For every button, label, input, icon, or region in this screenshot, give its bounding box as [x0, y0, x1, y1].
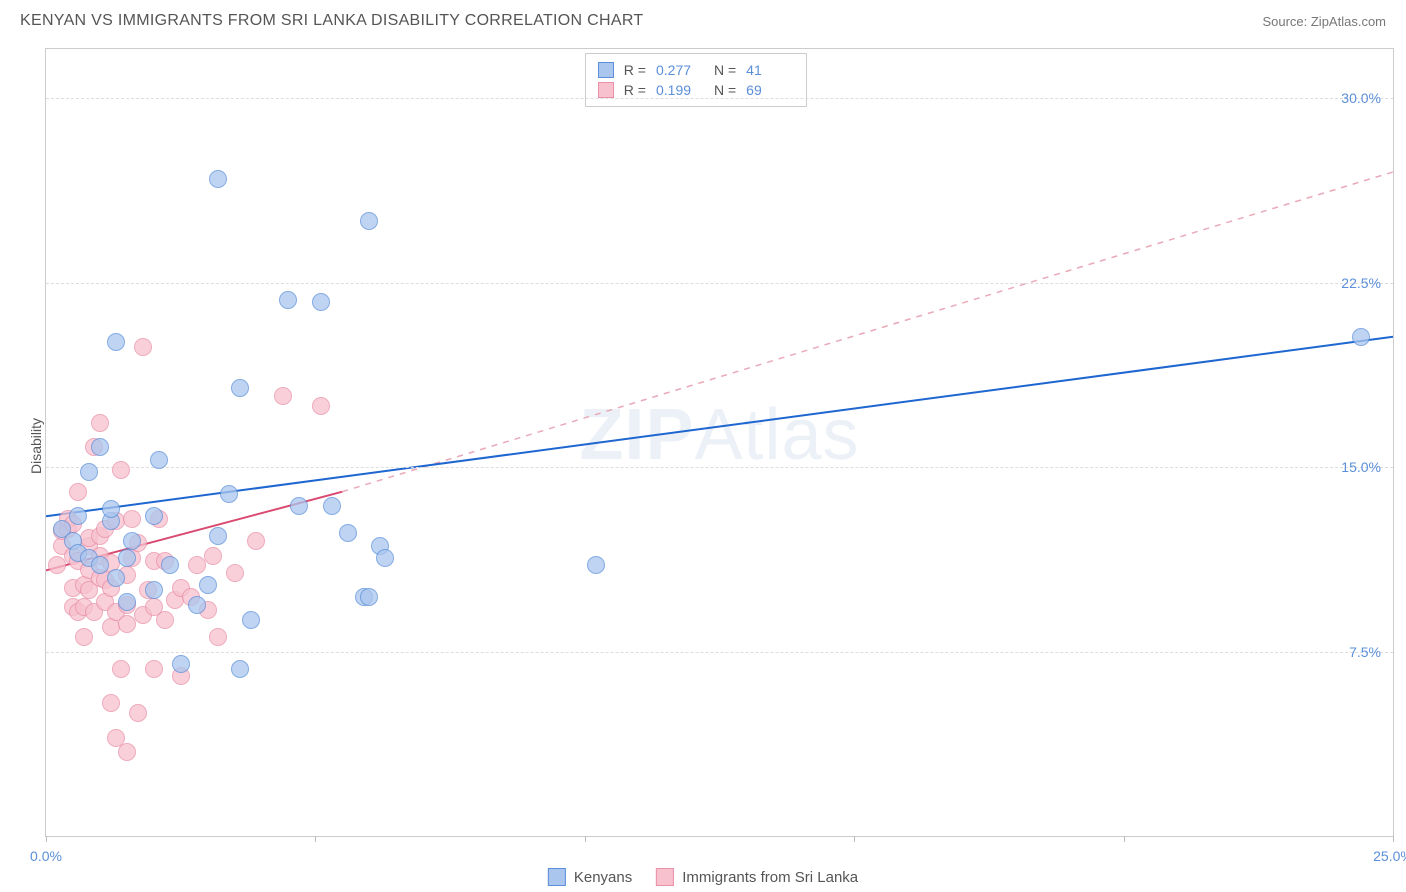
data-point — [247, 532, 265, 550]
data-point — [102, 500, 120, 518]
legend-item: Kenyans — [548, 868, 632, 886]
data-point — [145, 660, 163, 678]
gridline — [46, 283, 1393, 284]
data-point — [118, 549, 136, 567]
y-tick-label: 22.5% — [1341, 275, 1381, 291]
x-tick — [315, 836, 316, 842]
trend-lines — [46, 49, 1393, 836]
data-point — [118, 615, 136, 633]
data-point — [231, 660, 249, 678]
data-point — [112, 660, 130, 678]
header: KENYAN VS IMMIGRANTS FROM SRI LANKA DISA… — [0, 0, 1406, 38]
legend-label: Immigrants from Sri Lanka — [682, 869, 858, 886]
x-tick — [1124, 836, 1125, 842]
legend-swatch — [598, 82, 614, 98]
source-label: Source: ZipAtlas.com — [1262, 14, 1386, 29]
gridline — [46, 98, 1393, 99]
data-point — [80, 463, 98, 481]
data-point — [312, 293, 330, 311]
data-point — [129, 704, 147, 722]
data-point — [123, 532, 141, 550]
data-point — [145, 581, 163, 599]
data-point — [226, 564, 244, 582]
data-point — [312, 397, 330, 415]
data-point — [242, 611, 260, 629]
data-point — [209, 628, 227, 646]
watermark: ZIPAtlas — [579, 394, 859, 476]
x-tick — [46, 836, 47, 842]
data-point — [91, 556, 109, 574]
data-point — [145, 507, 163, 525]
r-label: R = — [624, 82, 646, 98]
r-value: 0.199 — [656, 82, 704, 98]
data-point — [102, 694, 120, 712]
legend-label: Kenyans — [574, 869, 632, 886]
gridline — [46, 467, 1393, 468]
data-point — [48, 556, 66, 574]
data-point — [69, 483, 87, 501]
bottom-legend: Kenyans Immigrants from Sri Lanka — [548, 868, 858, 886]
data-point — [279, 291, 297, 309]
data-point — [209, 170, 227, 188]
data-point — [161, 556, 179, 574]
data-point — [107, 569, 125, 587]
n-label: N = — [714, 82, 736, 98]
data-point — [1352, 328, 1370, 346]
data-point — [204, 547, 222, 565]
stats-row: R = 0.199 N = 69 — [598, 80, 794, 100]
data-point — [69, 507, 87, 525]
y-tick-label: 7.5% — [1349, 644, 1381, 660]
data-point — [199, 576, 217, 594]
data-point — [172, 655, 190, 673]
x-tick-label: 0.0% — [30, 848, 62, 864]
data-point — [290, 497, 308, 515]
y-axis-label: Disability — [28, 418, 44, 474]
scatter-chart: ZIPAtlas R = 0.277 N = 41 R = 0.199 N = 69 7.5%… — [45, 48, 1394, 837]
data-point — [118, 593, 136, 611]
data-point — [188, 556, 206, 574]
legend-item: Immigrants from Sri Lanka — [656, 868, 858, 886]
gridline — [46, 652, 1393, 653]
data-point — [587, 556, 605, 574]
data-point — [360, 212, 378, 230]
data-point — [91, 414, 109, 432]
data-point — [220, 485, 238, 503]
n-value: 69 — [746, 82, 794, 98]
data-point — [376, 549, 394, 567]
legend-swatch — [598, 62, 614, 78]
data-point — [231, 379, 249, 397]
chart-title: KENYAN VS IMMIGRANTS FROM SRI LANKA DISA… — [20, 12, 643, 30]
data-point — [274, 387, 292, 405]
stats-row: R = 0.277 N = 41 — [598, 60, 794, 80]
r-value: 0.277 — [656, 62, 704, 78]
r-label: R = — [624, 62, 646, 78]
x-tick — [1393, 836, 1394, 842]
data-point — [339, 524, 357, 542]
x-tick — [585, 836, 586, 842]
data-point — [75, 628, 93, 646]
data-point — [91, 438, 109, 456]
data-point — [323, 497, 341, 515]
legend-swatch — [656, 868, 674, 886]
data-point — [360, 588, 378, 606]
x-tick — [854, 836, 855, 842]
data-point — [150, 451, 168, 469]
x-tick-label: 25.0% — [1373, 848, 1406, 864]
n-label: N = — [714, 62, 736, 78]
data-point — [118, 743, 136, 761]
data-point — [156, 611, 174, 629]
y-tick-label: 30.0% — [1341, 90, 1381, 106]
n-value: 41 — [746, 62, 794, 78]
data-point — [188, 596, 206, 614]
data-point — [123, 510, 141, 528]
legend-swatch — [548, 868, 566, 886]
data-point — [134, 338, 152, 356]
data-point — [107, 333, 125, 351]
data-point — [209, 527, 227, 545]
data-point — [112, 461, 130, 479]
y-tick-label: 15.0% — [1341, 459, 1381, 475]
